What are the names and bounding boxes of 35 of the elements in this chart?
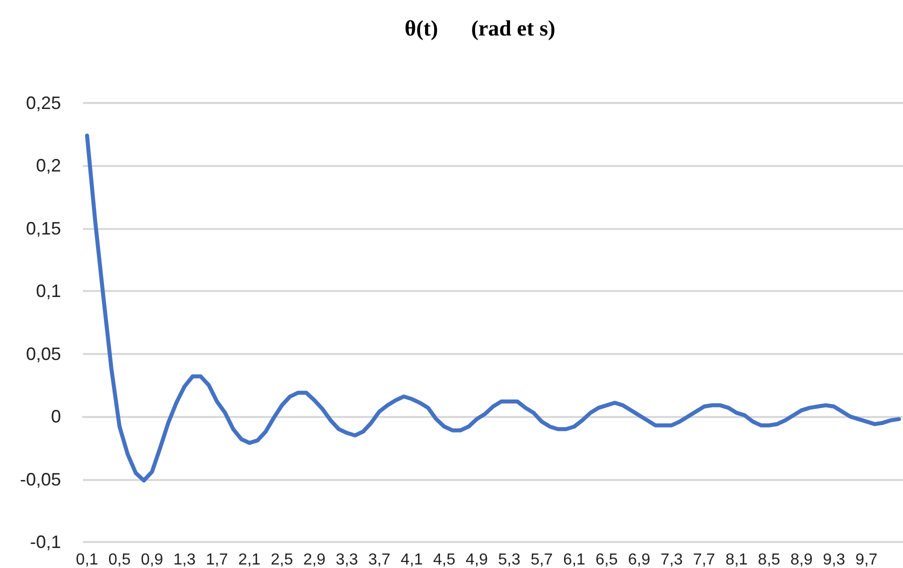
x-tick-label: 6,9 [628, 552, 650, 568]
y-tick-label: 0,1 [36, 281, 61, 302]
x-tick-label: 2,9 [303, 552, 326, 568]
x-tick-label: 8,5 [758, 552, 780, 568]
x-tick-label: 7,3 [660, 552, 683, 568]
y-tick-label: -0,1 [30, 532, 61, 552]
x-tick-label: 3,7 [368, 552, 391, 568]
x-tick-label: 5,7 [530, 552, 553, 568]
y-tick-label: 0,05 [26, 344, 61, 364]
x-tick-label: 6,1 [563, 552, 586, 568]
x-tick-label: 1,3 [173, 552, 196, 568]
x-tick-label: 8,9 [790, 552, 813, 568]
y-tick-label: -0,05 [20, 469, 61, 490]
x-tick-label: 7,7 [692, 552, 716, 568]
y-tick-label: 0,2 [36, 156, 61, 176]
x-tick-label: 0,9 [140, 552, 164, 568]
x-tick-label: 0,5 [108, 552, 131, 568]
x-tick-label: 3,3 [336, 552, 358, 568]
x-tick-label: 2,1 [238, 552, 261, 568]
x-tick-label: 9,3 [822, 552, 846, 568]
x-tick-label: 1,7 [206, 552, 228, 568]
x-tick-label: 5,3 [498, 552, 520, 568]
x-tick-label: 9,7 [855, 552, 878, 568]
line-series [85, 134, 901, 483]
x-tick-label: 4,5 [433, 552, 456, 568]
y-tick-label: 0,15 [26, 218, 61, 238]
chart-title: θ(t) (rad et s) [404, 16, 556, 40]
x-tick-label: 6,5 [596, 552, 618, 568]
x-tick-label: 0,1 [76, 552, 98, 568]
x-tick-label: 4,9 [466, 552, 488, 568]
y-tick-label: 0 [50, 406, 61, 427]
x-tick-label: 2,5 [270, 552, 294, 568]
x-tick-label: 8,1 [725, 552, 748, 568]
x-tick-label: 4,1 [400, 552, 424, 568]
y-tick-label: 0,25 [26, 93, 61, 113]
